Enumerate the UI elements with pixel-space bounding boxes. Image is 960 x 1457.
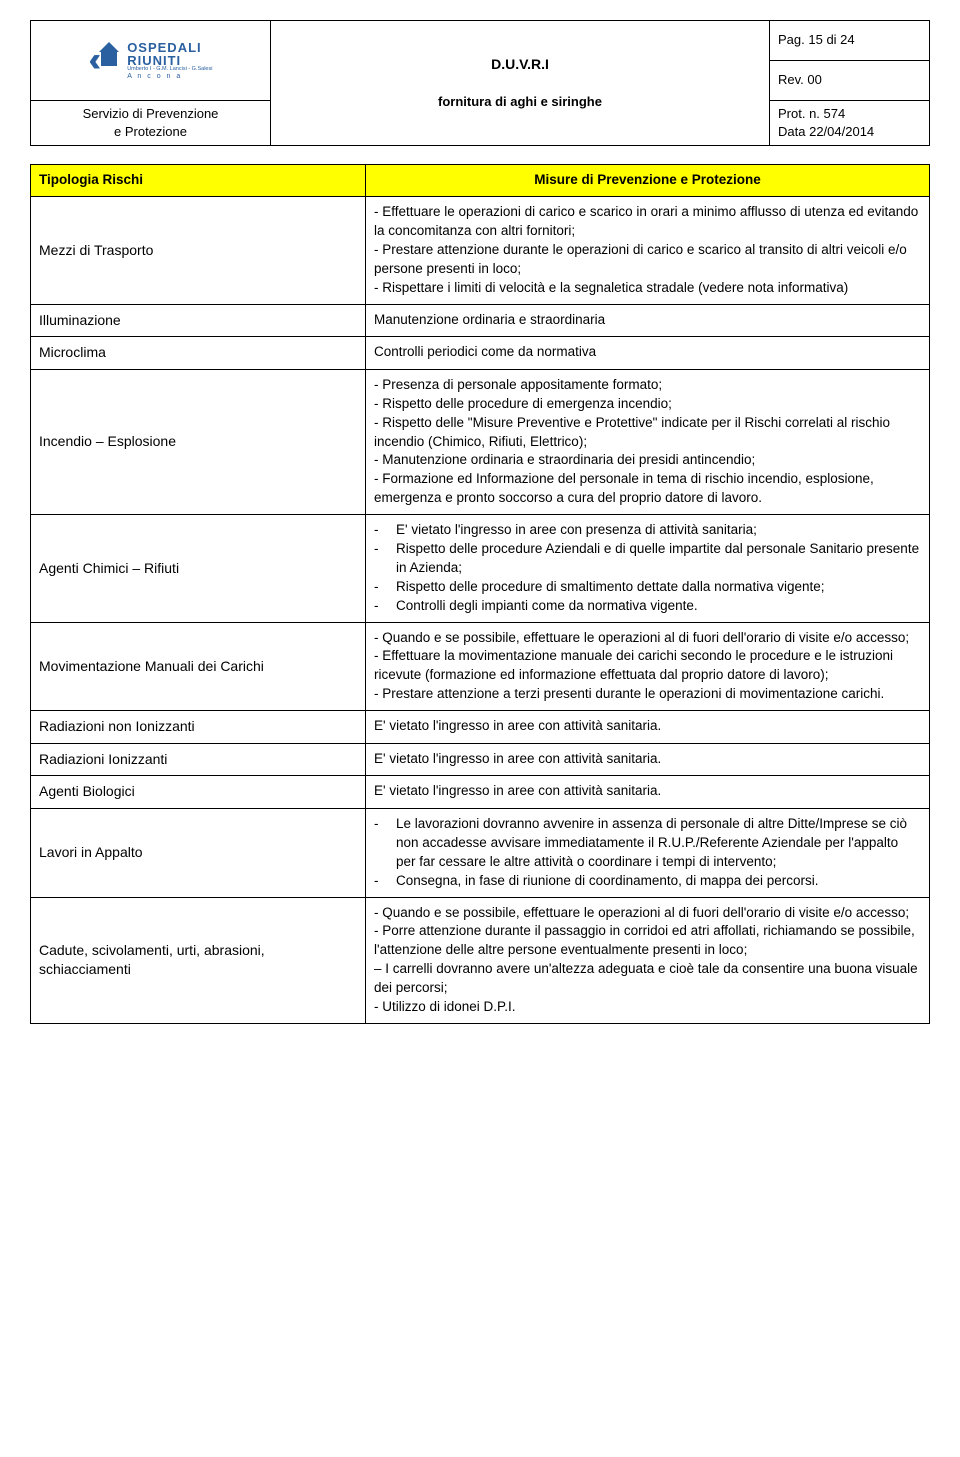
table-row: Movimentazione Manuali dei Carichi- Quan…: [31, 622, 930, 711]
logo-line4: A n c o n a: [127, 73, 212, 80]
measure-bullet: -Controlli degli impianti come da normat…: [374, 597, 921, 616]
risk-type-cell: Illuminazione: [31, 304, 366, 337]
table-row: Mezzi di Trasporto- Effettuare le operaz…: [31, 197, 930, 304]
page-number-cell: Pag. 15 di 24: [770, 21, 930, 61]
measure-text: Le lavorazioni dovranno avvenire in asse…: [396, 815, 921, 872]
measure-cell: - Quando e se possibile, effettuare le o…: [366, 897, 930, 1023]
measure-cell: E' vietato l'ingresso in aree con attivi…: [366, 711, 930, 744]
table-row: Agenti Chimici – Rifiuti-E' vietato l'in…: [31, 515, 930, 622]
table-row: IlluminazioneManutenzione ordinaria e st…: [31, 304, 930, 337]
logo-text: OSPEDALI RIUNITI Umberto I - G.M. Lancis…: [127, 41, 212, 80]
table-header-row: Tipologia Rischi Misure di Prevenzione e…: [31, 165, 930, 197]
risk-type-cell: Agenti Chimici – Rifiuti: [31, 515, 366, 622]
table-row: Agenti BiologiciE' vietato l'ingresso in…: [31, 776, 930, 809]
measure-text: E' vietato l'ingresso in aree con presen…: [396, 521, 921, 540]
dash-icon: -: [374, 578, 396, 597]
risk-type-cell: Incendio – Esplosione: [31, 369, 366, 514]
measure-bullet: -Le lavorazioni dovranno avvenire in ass…: [374, 815, 921, 872]
table-row: Lavori in Appalto-Le lavorazioni dovrann…: [31, 808, 930, 897]
measure-cell: Manutenzione ordinaria e straordinaria: [366, 304, 930, 337]
pag-label: Pag.: [778, 32, 805, 47]
measure-cell: E' vietato l'ingresso in aree con attivi…: [366, 776, 930, 809]
rev-value: 00: [807, 72, 821, 87]
risks-table: Tipologia Rischi Misure di Prevenzione e…: [30, 164, 930, 1023]
service-line2: e Protezione: [39, 123, 262, 141]
data-value: 22/04/2014: [809, 124, 874, 139]
dash-icon: -: [374, 872, 396, 891]
measure-cell: - Quando e se possibile, effettuare le o…: [366, 622, 930, 711]
doc-subtitle: fornitura di aghi e siringhe: [279, 87, 761, 111]
logo-chevrons-icon: ‹‹: [89, 37, 92, 85]
prot-value: 574: [824, 106, 846, 121]
risk-type-cell: Movimentazione Manuali dei Carichi: [31, 622, 366, 711]
measure-bullet: -Rispetto delle procedure di smaltimento…: [374, 578, 921, 597]
measure-cell: -Le lavorazioni dovranno avvenire in ass…: [366, 808, 930, 897]
measure-bullet: -Rispetto delle procedure Aziendali e di…: [374, 540, 921, 578]
risk-type-cell: Microclima: [31, 337, 366, 370]
table-row: Radiazioni non IonizzantiE' vietato l'in…: [31, 711, 930, 744]
doc-title: D.U.V.R.I: [279, 55, 761, 75]
risk-type-cell: Cadute, scivolamenti, urti, abrasioni, s…: [31, 897, 366, 1023]
measure-cell: E' vietato l'ingresso in aree con attivi…: [366, 743, 930, 776]
document-header: ‹‹ OSPEDALI RIUNITI Umberto I - G.M. Lan…: [30, 20, 930, 146]
header-measures: Misure di Prevenzione e Protezione: [366, 165, 930, 197]
logo-house-icon: [95, 50, 123, 72]
risk-type-cell: Radiazioni non Ionizzanti: [31, 711, 366, 744]
dash-icon: -: [374, 815, 396, 834]
dash-icon: -: [374, 521, 396, 540]
service-cell: Servizio di Prevenzione e Protezione: [31, 101, 271, 146]
measure-bullet: -E' vietato l'ingresso in aree con prese…: [374, 521, 921, 540]
measure-text: Consegna, in fase di riunione di coordin…: [396, 872, 921, 891]
logo-line3: Umberto I - G.M. Lancisi - G.Salesi: [127, 67, 212, 73]
table-row: Incendio – Esplosione- Presenza di perso…: [31, 369, 930, 514]
revision-cell: Rev. 00: [770, 61, 930, 101]
dash-icon: -: [374, 597, 396, 616]
measure-cell: -E' vietato l'ingresso in aree con prese…: [366, 515, 930, 622]
table-row: MicroclimaControlli periodici come da no…: [31, 337, 930, 370]
rev-label: Rev.: [778, 72, 804, 87]
pag-value: 15 di 24: [808, 32, 854, 47]
measure-cell: Controlli periodici come da normativa: [366, 337, 930, 370]
prot-data-cell: Prot. n. 574 Data 22/04/2014: [770, 101, 930, 146]
risk-type-cell: Agenti Biologici: [31, 776, 366, 809]
measure-bullet: -Consegna, in fase di riunione di coordi…: [374, 872, 921, 891]
service-line1: Servizio di Prevenzione: [39, 105, 262, 123]
measure-text: Rispetto delle procedure Aziendali e di …: [396, 540, 921, 578]
risk-type-cell: Lavori in Appalto: [31, 808, 366, 897]
doc-title-cell: D.U.V.R.I fornitura di aghi e siringhe: [271, 21, 770, 146]
measure-text: Rispetto delle procedure di smaltimento …: [396, 578, 921, 597]
prot-label: Prot. n.: [778, 106, 820, 121]
logo-cell: ‹‹ OSPEDALI RIUNITI Umberto I - G.M. Lan…: [31, 21, 271, 101]
table-row: Radiazioni IonizzantiE' vietato l'ingres…: [31, 743, 930, 776]
hospital-logo: ‹‹ OSPEDALI RIUNITI Umberto I - G.M. Lan…: [39, 37, 262, 85]
measure-cell: - Effettuare le operazioni di carico e s…: [366, 197, 930, 304]
dash-icon: -: [374, 540, 396, 559]
table-row: Cadute, scivolamenti, urti, abrasioni, s…: [31, 897, 930, 1023]
risk-type-cell: Radiazioni Ionizzanti: [31, 743, 366, 776]
risk-type-cell: Mezzi di Trasporto: [31, 197, 366, 304]
measure-cell: - Presenza di personale appositamente fo…: [366, 369, 930, 514]
data-label: Data: [778, 124, 805, 139]
header-risk-type: Tipologia Rischi: [31, 165, 366, 197]
measure-text: Controlli degli impianti come da normati…: [396, 597, 921, 616]
